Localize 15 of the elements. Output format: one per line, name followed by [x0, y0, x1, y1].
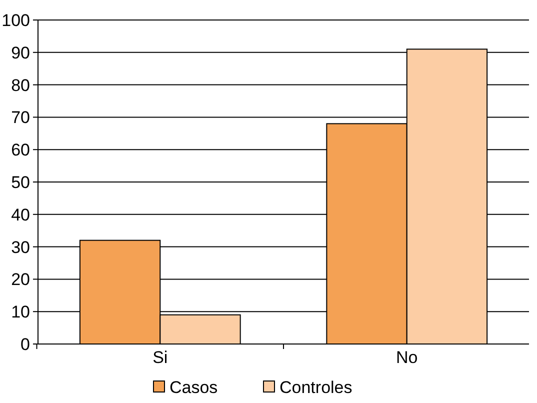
y-tick-label: 40 [11, 205, 30, 224]
y-tick-label: 60 [11, 140, 30, 160]
legend-label: Controles [280, 378, 352, 397]
x-tick-label: Si [152, 348, 168, 367]
y-tick-label: 20 [11, 270, 30, 290]
y-tick-label: 100 [2, 10, 30, 30]
x-tick-label: No [396, 348, 418, 367]
y-tick-label: 30 [11, 238, 30, 257]
y-tick-label: 10 [11, 302, 30, 322]
y-tick-label: 50 [11, 172, 30, 192]
y-tick-label: 90 [11, 43, 30, 62]
y-tick-label: 0 [20, 334, 30, 354]
y-tick-label: 80 [11, 76, 30, 95]
y-tick-label: 70 [11, 108, 30, 128]
legend-label: Casos [170, 378, 218, 397]
